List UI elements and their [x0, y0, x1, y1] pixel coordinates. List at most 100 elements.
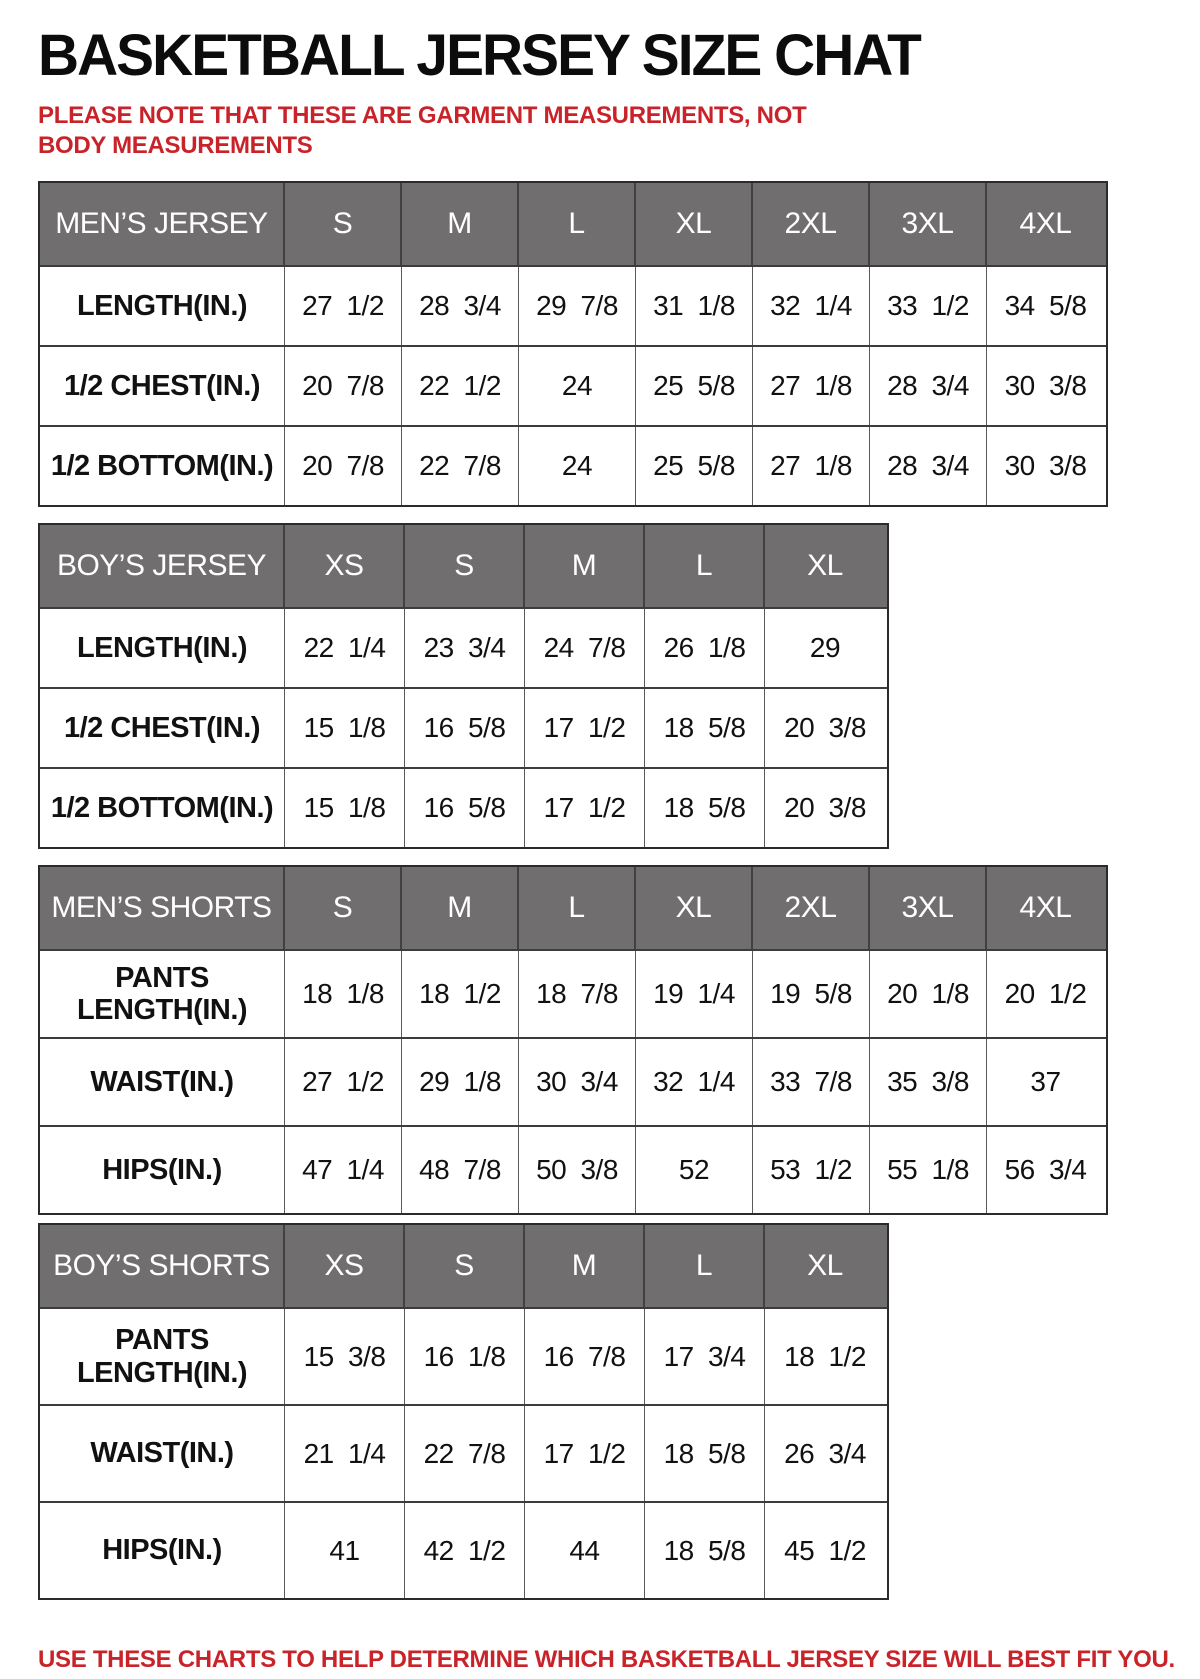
mens-shorts-value-cell: 30 3/4 [519, 1039, 636, 1125]
mens-jersey-table: MEN’S JERSEY S M L XL 2XL 3XL 4XL LENGTH(IN.) 27 … [38, 181, 1108, 507]
mens-shorts-header-row: MEN’S SHORTS S M L XL 2XL 3XL 4XL [40, 867, 1106, 951]
boys-jersey-value-cell: 17 1/2 [525, 769, 645, 847]
boys-shorts-data-row: HIPS(IN.) 41 42 1/2 44 18 5/8 45 1/2 [40, 1503, 887, 1598]
boys-jersey-value-cell: 17 1/2 [525, 689, 645, 767]
mens-shorts-value-cell: 48 7/8 [402, 1127, 519, 1213]
mens-jersey-value-cell: 27 1/8 [753, 347, 870, 425]
mens-jersey-header-row: MEN’S JERSEY S M L XL 2XL 3XL 4XL [40, 183, 1106, 267]
boys-jersey-value-cell: 16 5/8 [405, 769, 525, 847]
mens-shorts-value-cell: 29 1/8 [402, 1039, 519, 1125]
boys-jersey-data-row: 1/2 CHEST(IN.) 15 1/8 16 5/8 17 1/2 18 5/8 20… [40, 689, 887, 769]
mens-shorts-row-label: PANTS LENGTH(IN.) [40, 951, 285, 1037]
mens-jersey-row-label: LENGTH(IN.) [40, 267, 285, 345]
mens-jersey-value-cell: 25 5/8 [636, 427, 753, 505]
mens-shorts-value-cell: 19 1/4 [636, 951, 753, 1037]
mens-jersey-size-header-cell: S [285, 183, 402, 265]
mens-shorts-value-cell: 37 [1030, 1066, 1061, 1097]
boys-jersey-value-cell: 18 5/8 [645, 689, 765, 767]
mens-jersey-value-cell: 30 3/8 [1004, 370, 1087, 401]
mens-jersey-value-cell: 22 1/2 [402, 347, 519, 425]
boys-jersey-title-cell: BOY’S JERSEY [40, 525, 285, 607]
mens-shorts-value-cell: 18 1/8 [285, 951, 402, 1037]
mens-jersey-size-header-cell: L [519, 183, 636, 265]
mens-shorts-value-cell: 18 1/2 [402, 951, 519, 1037]
boys-shorts-size-header-cell: XS [285, 1225, 405, 1307]
boys-shorts-row-label: WAIST(IN.) [40, 1406, 285, 1501]
mens-jersey-value-cell: 28 3/4 [870, 427, 987, 505]
boys-shorts-value-cell: 16 7/8 [525, 1309, 645, 1404]
mens-shorts-size-header-cell: XL [636, 867, 753, 949]
boys-shorts-value-cell: 17 3/4 [645, 1309, 765, 1404]
boys-jersey-size-header-cell: M [525, 525, 645, 607]
mens-jersey-data-row: 1/2 BOTTOM(IN.) 20 7/8 22 7/8 24 25 5/8 27 1/… [40, 427, 1106, 505]
footer-note: USE THESE CHARTS TO HELP DETERMINE WHICH… [38, 1646, 1175, 1673]
boys-shorts-value-cell: 18 5/8 [645, 1503, 765, 1598]
mens-shorts-value-cell: 53 1/2 [753, 1127, 870, 1213]
boys-jersey-size-header-cell: XL [807, 549, 843, 582]
mens-shorts-value-cell: 35 3/8 [870, 1039, 987, 1125]
mens-jersey-value-cell: 32 1/4 [753, 267, 870, 345]
mens-jersey-value-cell: 28 3/4 [870, 347, 987, 425]
mens-jersey-row-label: 1/2 BOTTOM(IN.) [40, 427, 285, 505]
boys-jersey-value-cell: 24 7/8 [525, 609, 645, 687]
mens-shorts-value-cell: 52 [636, 1127, 753, 1213]
mens-jersey-data-row: 1/2 CHEST(IN.) 20 7/8 22 1/2 24 25 5/8 27 1/8… [40, 347, 1106, 427]
boys-shorts-value-cell: 45 1/2 [784, 1534, 866, 1566]
boys-shorts-value-cell: 16 1/8 [405, 1309, 525, 1404]
mens-jersey-value-cell: 28 3/4 [402, 267, 519, 345]
boys-jersey-row-label: 1/2 BOTTOM(IN.) [40, 769, 285, 847]
mens-jersey-value-cell: 22 7/8 [402, 427, 519, 505]
mens-shorts-value-cell: 20 1/2 [1004, 978, 1087, 1009]
mens-jersey-value-cell: 27 1/2 [285, 267, 402, 345]
boys-shorts-header-row: BOY’S SHORTS XS S M L XL [40, 1225, 887, 1309]
boys-jersey-data-row: LENGTH(IN.) 22 1/4 23 3/4 24 7/8 26 1/8 29 [40, 609, 887, 689]
mens-shorts-size-header-cell: L [519, 867, 636, 949]
mens-jersey-size-header-cell: XL [636, 183, 753, 265]
mens-shorts-data-row: HIPS(IN.) 47 1/4 48 7/8 50 3/8 52 53 1/2 55 1/… [40, 1127, 1106, 1213]
mens-jersey-title-cell: MEN’S JERSEY [40, 183, 285, 265]
boys-jersey-size-header-cell: L [645, 525, 765, 607]
boys-jersey-row-label: LENGTH(IN.) [40, 609, 285, 687]
boys-shorts-size-header-cell: M [525, 1225, 645, 1307]
boys-jersey-value-cell: 22 1/4 [285, 609, 405, 687]
mens-shorts-data-row: PANTS LENGTH(IN.) 18 1/8 18 1/2 18 7/8 19 1/… [40, 951, 1106, 1039]
mens-jersey-value-cell: 27 1/8 [753, 427, 870, 505]
mens-shorts-value-cell: 32 1/4 [636, 1039, 753, 1125]
page-title: BASKETBALL JERSEY SIZE CHAT [38, 23, 922, 88]
mens-jersey-value-cell: 33 1/2 [870, 267, 987, 345]
boys-shorts-size-header-cell: S [405, 1225, 525, 1307]
mens-jersey-size-header-cell: M [402, 183, 519, 265]
mens-jersey-value-cell: 29 7/8 [519, 267, 636, 345]
boys-shorts-value-cell: 22 7/8 [405, 1406, 525, 1501]
boys-jersey-value-cell: 23 3/4 [405, 609, 525, 687]
boys-shorts-row-label: HIPS(IN.) [40, 1503, 285, 1598]
boys-shorts-value-cell: 44 [525, 1503, 645, 1598]
boys-shorts-data-row: WAIST(IN.) 21 1/4 22 7/8 17 1/2 18 5/8 26 3/4 [40, 1406, 887, 1503]
boys-shorts-value-cell: 26 3/4 [784, 1437, 866, 1469]
boys-jersey-data-row: 1/2 BOTTOM(IN.) 15 1/8 16 5/8 17 1/2 18 5/8 2… [40, 769, 887, 847]
mens-shorts-size-header-cell: M [402, 867, 519, 949]
mens-jersey-value-cell: 24 [519, 427, 636, 505]
boys-shorts-data-row: PANTS LENGTH(IN.) 15 3/8 16 1/8 16 7/8 17 3/… [40, 1309, 887, 1406]
garment-measurements-note: PLEASE NOTE THAT THESE ARE GARMENT MEASU… [38, 102, 807, 159]
mens-jersey-value-cell: 25 5/8 [636, 347, 753, 425]
mens-shorts-value-cell: 33 7/8 [753, 1039, 870, 1125]
boys-jersey-value-cell: 29 [809, 632, 841, 663]
boys-shorts-size-header-cell: L [645, 1225, 765, 1307]
mens-shorts-value-cell: 20 1/8 [870, 951, 987, 1037]
boys-shorts-value-cell: 18 1/2 [784, 1340, 866, 1372]
boys-jersey-size-header-cell: XS [285, 525, 405, 607]
boys-jersey-value-cell: 20 3/8 [784, 792, 866, 823]
mens-shorts-row-label: WAIST(IN.) [40, 1039, 285, 1125]
boys-jersey-value-cell: 15 1/8 [285, 689, 405, 767]
boys-shorts-row-label: PANTS LENGTH(IN.) [40, 1309, 285, 1404]
mens-shorts-data-row: WAIST(IN.) 27 1/2 29 1/8 30 3/4 32 1/4 33 7/8… [40, 1039, 1106, 1127]
mens-shorts-title-cell: MEN’S SHORTS [40, 867, 285, 949]
mens-jersey-size-header-cell: 4XL [1019, 207, 1072, 240]
mens-jersey-value-cell: 24 [519, 347, 636, 425]
mens-shorts-value-cell: 27 1/2 [285, 1039, 402, 1125]
boys-shorts-value-cell: 41 [285, 1503, 405, 1598]
boys-jersey-header-row: BOY’S JERSEY XS S M L XL [40, 525, 887, 609]
mens-jersey-data-row: LENGTH(IN.) 27 1/2 28 3/4 29 7/8 31 1/8 32 1/… [40, 267, 1106, 347]
mens-shorts-value-cell: 55 1/8 [870, 1127, 987, 1213]
